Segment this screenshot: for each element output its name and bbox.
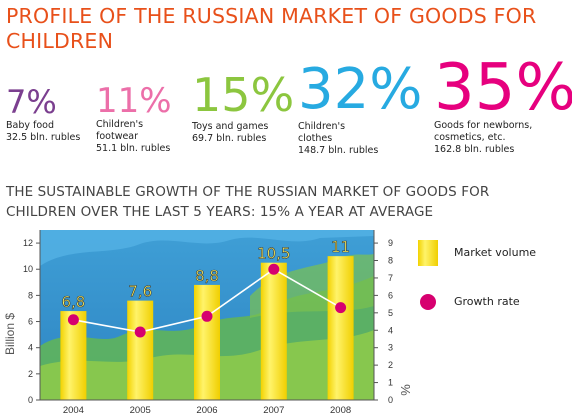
- stat-percent: 32%: [298, 57, 423, 122]
- bar-data-label: 7,6: [128, 283, 152, 301]
- stat-value: 32.5 bln. rubles: [6, 132, 81, 143]
- stat-percent: 15%: [192, 68, 295, 122]
- bar-data-label: 8,8: [195, 267, 219, 285]
- chart-title: THE SUSTAINABLE GROWTH OF THE RUSSIAN MA…: [6, 184, 490, 220]
- bar-market-volume: [127, 300, 154, 400]
- y-tick-left-label: 2: [28, 369, 33, 379]
- y-tick-right-label: 3: [388, 343, 393, 353]
- stat-toys: 15% Toys and games 69.7 bln. rubles: [192, 72, 294, 145]
- market-volume-bars: 6,8 7,6 8,8 10,5 11: [60, 238, 354, 400]
- y-axis-right-label: %: [398, 384, 413, 396]
- bar-market-volume: [60, 311, 87, 400]
- y-tick-right-label: 1: [388, 378, 393, 388]
- stat-name: Toys and games: [192, 121, 269, 132]
- stat-value: 162.8 bln. rubles: [434, 144, 515, 155]
- y-tick-left-label: 0: [28, 395, 33, 405]
- x-axis: 2004 2005 2006 2007 2008: [40, 399, 374, 416]
- x-tick-label: 2008: [330, 405, 351, 416]
- y-tick-right-label: 5: [388, 308, 393, 318]
- stat-name: Children's clothes: [298, 121, 346, 144]
- stat-newborns: 35% Goods for newborns, cosmetics, etc. …: [434, 56, 572, 156]
- stat-baby-food: 7% Baby food 32.5 bln. rubles: [6, 86, 80, 144]
- x-tick-label: 2005: [130, 405, 151, 416]
- growth-rate-line: [67, 263, 347, 338]
- y-axis-left: 0 2 4 6 8 10 12: [23, 230, 41, 405]
- y-axis-left-label: Billion $: [3, 313, 17, 355]
- growth-rate-point: [201, 310, 213, 322]
- stat-name: Baby food: [6, 120, 55, 131]
- bar-market-volume: [260, 262, 287, 400]
- bar-data-label: 6,8: [61, 293, 85, 311]
- y-tick-left-label: 4: [28, 343, 33, 353]
- bar-market-volume: [194, 284, 220, 400]
- y-tick-right-label: 0: [388, 395, 393, 405]
- y-tick-left-label: 6: [28, 317, 33, 327]
- stat-value: 69.7 bln. rubles: [192, 133, 267, 144]
- growth-rate-point: [335, 302, 347, 314]
- bar-data-label: 10,5: [257, 245, 290, 263]
- growth-rate-point: [67, 314, 79, 326]
- growth-rate-point: [134, 326, 146, 338]
- stat-clothes: 32% Children's clothes 148.7 bln. rubles: [298, 62, 422, 157]
- y-tick-left-label: 8: [28, 290, 33, 300]
- page-title: PROFILE OF THE RUSSIAN MARKET OF GOODS F…: [6, 4, 537, 53]
- legend-swatch-bar: [418, 240, 438, 266]
- legend-label: Growth rate: [454, 295, 520, 308]
- growth-rate-point: [268, 263, 280, 275]
- y-tick-right-label: 6: [388, 290, 393, 300]
- y-tick-right-label: 4: [388, 325, 393, 335]
- y-tick-right-label: 2: [388, 360, 393, 370]
- bar-market-volume: [327, 256, 354, 400]
- legend-label: Market volume: [454, 246, 537, 259]
- stat-value: 148.7 bln. rubles: [298, 145, 379, 156]
- x-tick-label: 2004: [63, 405, 84, 416]
- y-tick-left-label: 12: [23, 238, 33, 248]
- y-tick-right-label: 8: [388, 256, 393, 266]
- y-tick-right-label: 9: [388, 238, 393, 248]
- x-tick-label: 2007: [263, 405, 284, 416]
- stat-name: Goods for newborns, cosmetics, etc.: [434, 120, 533, 143]
- y-tick-left-label: 10: [23, 264, 33, 274]
- legend-swatch-dot: [420, 294, 436, 310]
- stat-value: 51.1 bln. rubles: [96, 143, 171, 154]
- stat-percent: 35%: [434, 51, 572, 125]
- y-axis-right: 0 1 2 3 4 5 6 7 8 9: [373, 230, 393, 405]
- stat-name: Children's footwear: [96, 119, 144, 142]
- x-tick-label: 2006: [196, 405, 217, 416]
- y-tick-right-label: 7: [388, 273, 393, 283]
- stat-percent: 7%: [6, 83, 57, 121]
- stat-footwear: 11% Children's footwear 51.1 bln. rubles: [96, 84, 172, 155]
- bar-data-label: 11: [331, 238, 350, 256]
- stat-percent: 11%: [96, 81, 172, 121]
